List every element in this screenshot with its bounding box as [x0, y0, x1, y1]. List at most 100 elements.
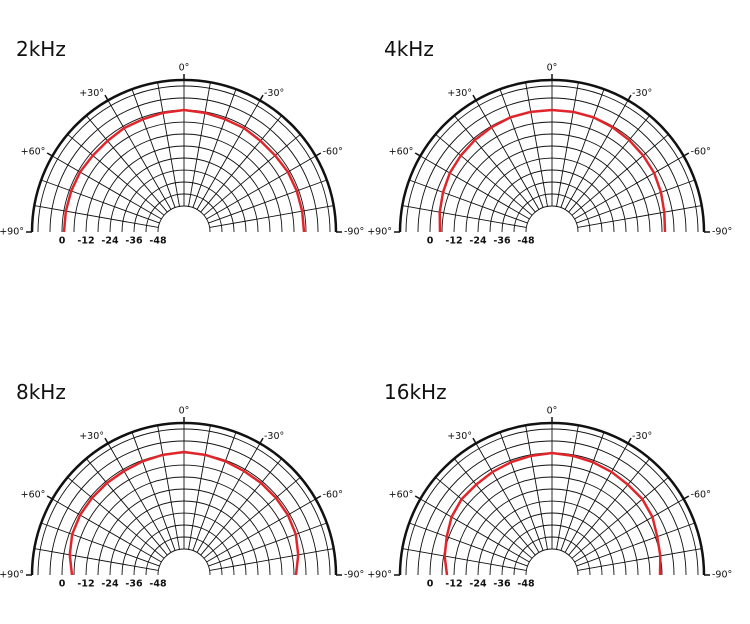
angle-tick-label: +30°	[79, 88, 104, 99]
radial-grid-ring	[97, 488, 271, 576]
radial-tick-label: -12	[445, 579, 462, 590]
radial-grid-ring	[73, 121, 295, 233]
inner-circle	[525, 548, 579, 576]
radial-grid-ring	[133, 524, 235, 576]
angle-grid-line	[203, 476, 301, 559]
angle-grid-line	[409, 179, 528, 224]
angle-tick-label: +90°	[367, 227, 392, 238]
angle-tick-label: 0°	[547, 63, 558, 74]
radial-grid-ring	[489, 169, 615, 233]
chart-title: 16kHz	[384, 380, 447, 404]
radial-grid-ring	[49, 440, 319, 576]
response-curve	[68, 450, 300, 576]
angle-tick	[414, 152, 421, 157]
outer-arc	[398, 78, 706, 233]
angle-grid-line	[420, 498, 530, 563]
angle-grid-line	[41, 179, 160, 224]
angle-grid-line	[525, 82, 548, 207]
radial-tick-label: -12	[445, 236, 462, 247]
response-curve	[443, 451, 662, 576]
angle-grid-line	[107, 100, 172, 210]
radial-tick-label: 0	[59, 236, 66, 247]
angle-grid-line	[52, 498, 162, 563]
angle-grid-line	[131, 432, 176, 551]
radial-tick-label: -48	[517, 579, 535, 590]
radial-tick-label: 0	[427, 236, 434, 247]
angle-tick-label: +60°	[21, 147, 46, 158]
angle-tick	[683, 152, 690, 157]
angle-grid-line	[499, 89, 544, 208]
radial-grid-ring	[441, 121, 663, 233]
angle-tick-label: +90°	[367, 570, 392, 581]
angle-tick-label: 0°	[179, 406, 190, 417]
angle-grid-line	[574, 155, 684, 220]
angle-grid-line	[107, 443, 172, 553]
angle-tick-label: -90°	[712, 570, 732, 581]
inner-circle	[525, 205, 579, 233]
angle-tick-label: -60°	[323, 147, 343, 158]
radial-grid-ring	[417, 440, 687, 576]
angle-tick-label: +30°	[79, 431, 104, 442]
angle-grid-line	[200, 458, 283, 556]
angle-grid-line	[560, 432, 605, 551]
angle-grid-line	[209, 548, 334, 571]
angle-grid-line	[206, 155, 316, 220]
angle-grid-line	[157, 425, 180, 550]
radial-grid-ring	[37, 85, 331, 233]
angle-grid-line	[85, 458, 168, 556]
angle-grid-line	[85, 115, 168, 213]
angle-grid-line	[420, 155, 530, 220]
angle-tick-label: 0°	[179, 63, 190, 74]
chart-title: 4kHz	[384, 37, 434, 61]
angle-tick-label: -30°	[632, 431, 652, 442]
angle-grid-line	[475, 100, 540, 210]
radial-grid-ring	[501, 524, 603, 576]
angle-tick	[683, 495, 690, 500]
angle-tick-label: +90°	[0, 570, 24, 581]
angle-tick	[472, 437, 477, 444]
radial-tick-label: 0	[59, 579, 66, 590]
radial-tick-label: -12	[77, 236, 94, 247]
angle-grid-line	[52, 155, 162, 220]
angle-grid-line	[157, 82, 180, 207]
angle-grid-line	[568, 115, 651, 213]
angle-tick-label: +60°	[389, 490, 414, 501]
angle-grid-line	[525, 425, 548, 550]
angle-grid-line	[34, 548, 159, 571]
outer-arc	[30, 78, 338, 233]
angle-grid-line	[208, 179, 327, 224]
radial-grid-ring	[489, 512, 615, 576]
angle-tick	[46, 495, 53, 500]
radial-grid-ring	[85, 133, 283, 233]
angle-grid-line	[188, 82, 211, 207]
radial-grid-ring	[417, 97, 687, 233]
radial-grid-ring	[441, 464, 663, 576]
angle-tick	[414, 495, 421, 500]
radial-grid-ring	[37, 428, 331, 576]
angle-tick-label: -30°	[264, 88, 284, 99]
radial-tick-label: -36	[493, 236, 511, 247]
radial-tick-label: -24	[101, 236, 119, 247]
angle-grid-line	[409, 522, 528, 567]
radial-tick-label: -36	[125, 579, 143, 590]
angle-tick-label: +60°	[389, 147, 414, 158]
angle-grid-line	[196, 443, 261, 553]
radial-grid-ring	[453, 133, 651, 233]
radial-tick-label: -48	[149, 579, 167, 590]
angle-grid-line	[564, 443, 629, 553]
angle-grid-line	[453, 115, 536, 213]
angle-tick-label: +90°	[0, 227, 24, 238]
angle-grid-line	[203, 133, 301, 216]
angle-tick	[627, 94, 632, 101]
angle-grid-line	[67, 476, 165, 559]
angle-grid-line	[568, 458, 651, 556]
response-curve	[438, 108, 667, 233]
angle-tick	[259, 94, 264, 101]
angle-tick	[104, 437, 109, 444]
radial-tick-label: -36	[125, 236, 143, 247]
angle-grid-line	[499, 432, 544, 551]
angle-tick-label: -60°	[691, 490, 711, 501]
angle-tick-label: 0°	[547, 406, 558, 417]
angle-tick	[315, 152, 322, 157]
radial-grid-ring	[513, 193, 591, 233]
